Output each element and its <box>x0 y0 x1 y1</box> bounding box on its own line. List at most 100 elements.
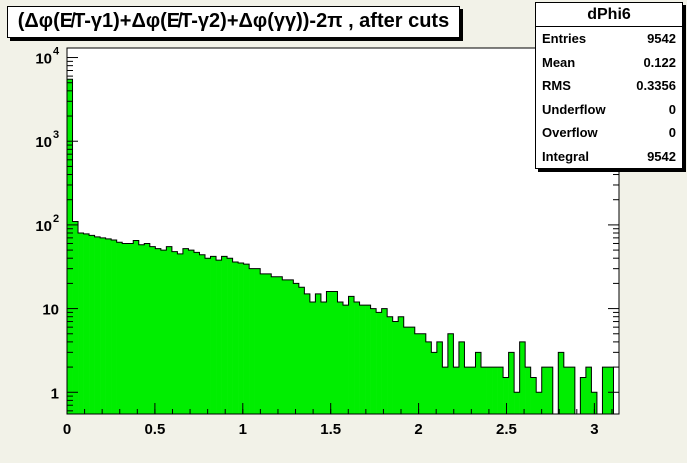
histogram-bin <box>525 367 531 414</box>
histogram-bin <box>585 367 592 414</box>
histogram-bin <box>309 301 316 414</box>
histogram-bin <box>205 258 211 414</box>
stats-value: 0.3356 <box>636 78 676 94</box>
y-tick-exponent: 2 <box>53 213 59 225</box>
y-tick-label: 10 <box>35 134 52 151</box>
histogram-bin <box>116 242 123 414</box>
histogram-bin <box>420 333 427 414</box>
histogram-bin <box>425 341 432 414</box>
y-tick-exponent: 4 <box>53 46 60 58</box>
histogram-bin <box>492 367 498 414</box>
histogram-bin <box>177 253 184 414</box>
histogram-bin <box>315 293 322 414</box>
histogram-bin <box>221 256 228 414</box>
histogram-bin <box>149 246 156 414</box>
histogram-title: (Δφ(E̸T-γ1)+Δφ(E̸T-γ2)+Δφ(γγ))-2π , afte… <box>17 10 450 32</box>
histogram-bin <box>67 79 73 415</box>
histogram-bin <box>481 367 487 414</box>
histogram-bin <box>89 235 95 414</box>
histogram-bin <box>171 251 178 414</box>
histogram-bin <box>193 252 200 414</box>
histogram-bin <box>453 367 460 414</box>
histogram-bin <box>100 237 106 414</box>
stats-value: 9542 <box>647 148 676 164</box>
stats-value: 0.122 <box>643 54 676 70</box>
histogram-bin <box>265 273 272 414</box>
x-tick-label: 1.5 <box>320 421 341 438</box>
histogram-bin <box>381 308 388 414</box>
stats-label: Overflow <box>542 125 598 141</box>
histogram-bin <box>475 352 482 414</box>
histogram-bin <box>436 341 443 414</box>
histogram-bin <box>387 316 393 414</box>
histogram-bin <box>458 341 465 414</box>
y-tick-label: 10 <box>35 51 52 68</box>
stats-box: dPhi6 Entries 9542 Mean 0.122 RMS 0.3356… <box>535 2 683 169</box>
histogram-bin <box>447 333 454 414</box>
histogram-bin <box>497 367 504 414</box>
histogram-bin <box>431 352 438 414</box>
histogram-bin <box>359 305 366 414</box>
x-tick-label: 0 <box>63 421 71 438</box>
histogram-bin <box>182 248 189 414</box>
y-tick-label: 10 <box>42 302 59 319</box>
histogram-outline <box>66 78 619 415</box>
histogram-bin <box>536 392 543 414</box>
histogram-bin <box>607 367 614 414</box>
histogram-bin <box>569 367 576 414</box>
stats-label: Mean <box>542 54 576 70</box>
histogram-bin <box>298 287 305 414</box>
histogram-bin <box>144 243 151 414</box>
histogram-bin <box>376 312 382 414</box>
stats-label: Integral <box>542 148 589 164</box>
histogram-bin <box>111 240 117 414</box>
histogram-bin <box>276 276 283 414</box>
histogram-bin <box>469 367 476 414</box>
stats-box-name: dPhi6 <box>536 3 682 27</box>
histogram-bin <box>232 262 239 414</box>
stats-row-underflow: Underflow 0 <box>536 98 682 122</box>
histogram-bin <box>398 316 405 414</box>
histogram-bin <box>166 246 173 414</box>
histogram-bin <box>580 377 587 414</box>
histogram-bin <box>127 243 134 414</box>
histogram-bin <box>238 263 244 414</box>
histogram-bin <box>486 367 493 414</box>
histogram-bin <box>227 258 233 414</box>
stats-row-mean: Mean 0.122 <box>536 51 682 75</box>
histogram-bin <box>210 256 217 414</box>
histogram-bin <box>320 301 327 414</box>
histogram-bin <box>343 305 349 414</box>
histogram-bin <box>188 250 195 414</box>
histogram-bin <box>354 301 360 414</box>
histogram-bin <box>563 367 570 414</box>
x-tick-label: 2 <box>414 421 422 438</box>
plot-frame <box>66 47 620 415</box>
histogram-bin <box>72 221 79 414</box>
histogram-bin <box>254 268 261 414</box>
histogram-bin <box>602 367 609 414</box>
y-tick-label: 1 <box>51 385 59 402</box>
x-tick-label: 0.5 <box>144 421 165 438</box>
histogram-bin <box>271 276 278 414</box>
histogram-bin <box>133 240 140 414</box>
histogram-bin <box>508 352 515 414</box>
histogram-bin <box>409 327 416 414</box>
histogram-bin <box>122 243 129 414</box>
histogram-bin <box>514 392 520 414</box>
y-tick-exponent: 3 <box>53 129 59 141</box>
histogram-bin <box>326 291 333 414</box>
histogram-bin <box>365 305 371 414</box>
histogram-bin <box>105 238 112 414</box>
histogram-bin <box>541 367 548 414</box>
histogram-title-box: (Δφ(E̸T-γ1)+Δφ(E̸T-γ2)+Δφ(γγ))-2π , afte… <box>7 6 460 38</box>
stats-row-rms: RMS 0.3356 <box>536 74 682 98</box>
histogram-bin <box>392 321 399 414</box>
histogram-bin <box>160 250 167 414</box>
stats-label: Entries <box>542 31 587 46</box>
histogram-bin <box>155 248 162 414</box>
histogram-bin <box>260 273 267 414</box>
histogram-bin <box>558 352 565 414</box>
